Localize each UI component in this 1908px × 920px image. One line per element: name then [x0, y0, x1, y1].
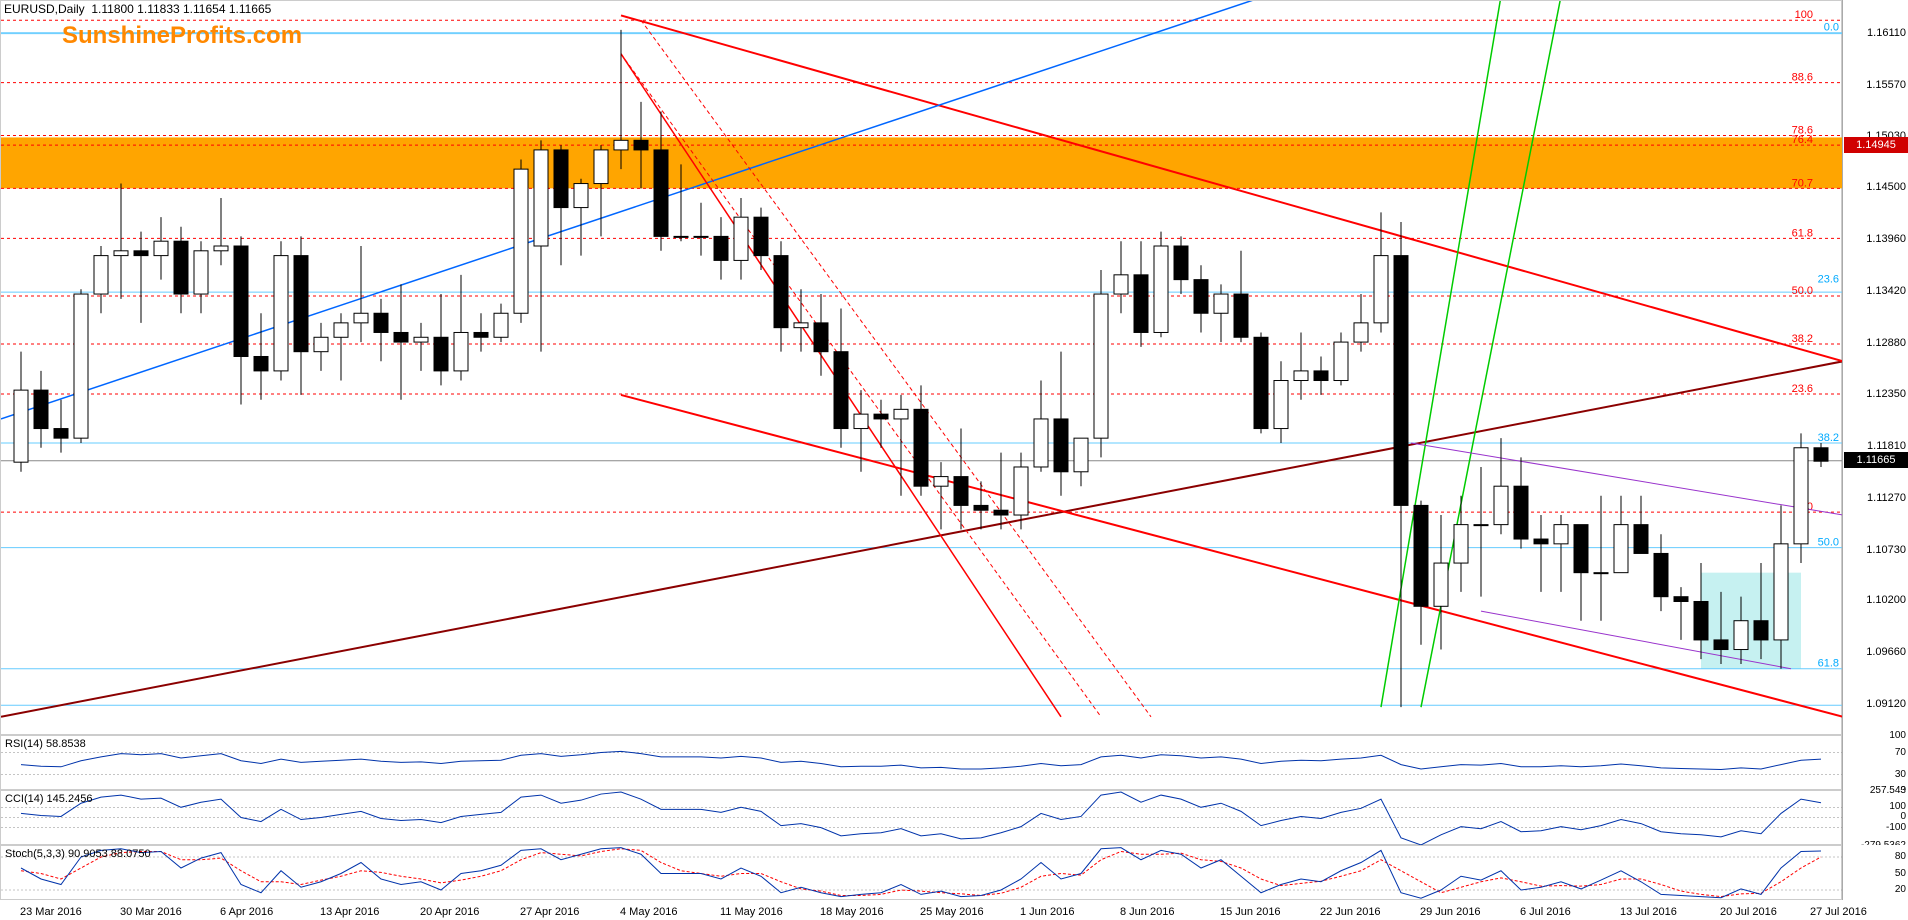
- svg-text:50.0: 50.0: [1818, 537, 1839, 549]
- svg-text:38.2: 38.2: [1818, 432, 1839, 444]
- svg-text:50.0: 50.0: [1792, 285, 1813, 297]
- rsi-label: RSI(14) 58.8538: [5, 738, 86, 750]
- svg-text:61.8: 61.8: [1792, 227, 1813, 239]
- svg-text:70.7: 70.7: [1792, 177, 1813, 189]
- date-axis: 23 Mar 201630 Mar 20166 Apr 201613 Apr 2…: [0, 900, 1842, 920]
- price-axis: 1.161101.155701.150301.145001.139601.134…: [1842, 0, 1908, 735]
- cci-label: CCI(14) 145.2456: [5, 793, 92, 805]
- svg-text:76.4: 76.4: [1792, 134, 1813, 146]
- stoch-axis: 805020: [1842, 845, 1908, 900]
- watermark: SunshineProfits.com: [62, 22, 302, 50]
- price-chart[interactable]: 10088.678.676.470.761.850.038.223.60.00.…: [0, 0, 1842, 735]
- stoch-panel[interactable]: Stoch(5,3,3) 90.9053 88.0750: [0, 845, 1842, 900]
- chart-title: EURUSD,Daily 1.11800 1.11833 1.11654 1.1…: [4, 2, 271, 16]
- svg-text:100: 100: [1795, 9, 1813, 21]
- rsi-panel[interactable]: RSI(14) 58.8538: [0, 735, 1842, 790]
- svg-text:88.6: 88.6: [1792, 72, 1813, 84]
- stoch-label: Stoch(5,3,3) 90.9053 88.0750: [5, 848, 151, 860]
- svg-text:0.0: 0.0: [1824, 22, 1839, 34]
- cci-panel[interactable]: CCI(14) 145.2456: [0, 790, 1842, 845]
- svg-text:23.6: 23.6: [1792, 383, 1813, 395]
- rsi-axis: 10070300: [1842, 735, 1908, 790]
- cci-axis: 257.5431000-100-279.5362: [1842, 790, 1908, 845]
- svg-text:38.2: 38.2: [1792, 333, 1813, 345]
- svg-text:23.6: 23.6: [1818, 273, 1839, 285]
- svg-text:61.8: 61.8: [1818, 658, 1839, 670]
